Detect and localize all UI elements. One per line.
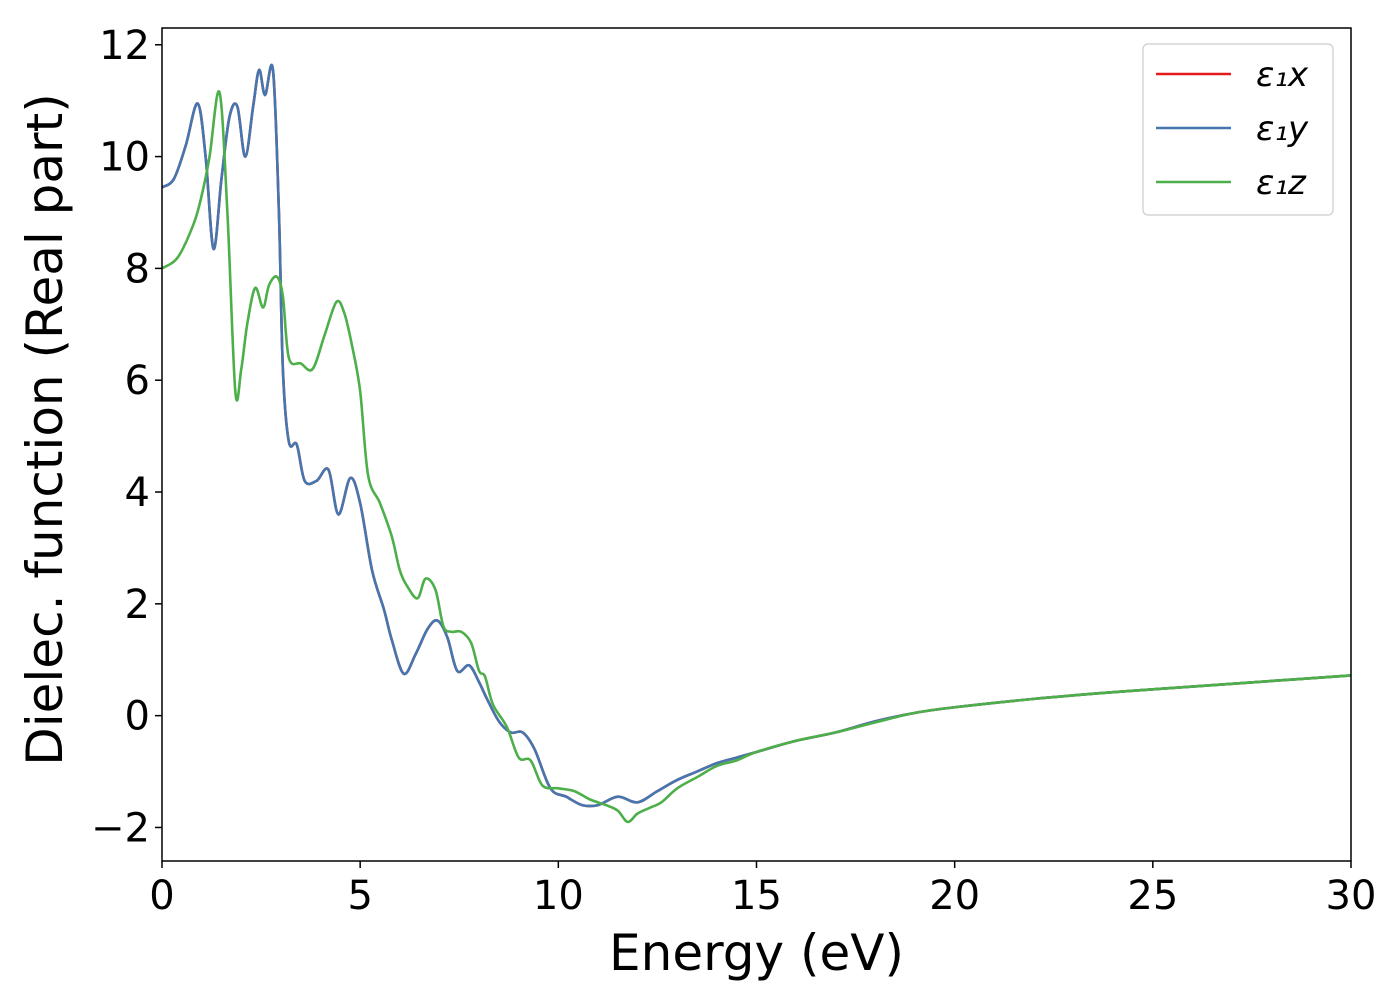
legend-label: ε₁x [1256,55,1309,95]
x-tick-label: 30 [1326,873,1377,919]
x-axis: 0 5 10 15 20 25 30 [149,861,1376,919]
y-tick-label: 0 [125,694,150,740]
y-tick-label: 2 [125,582,150,628]
legend-label: ε₁z [1256,163,1307,203]
x-tick-label: 15 [731,873,782,919]
x-tick-label: 0 [149,873,174,919]
x-tick-label: 25 [1127,873,1178,919]
y-axis-label: Dielec. function (Real part) [16,93,74,765]
y-tick-label: 12 [99,23,150,69]
x-tick-label: 5 [347,873,372,919]
legend-label: ε₁y [1256,109,1309,149]
y-tick-label: 6 [125,358,150,404]
x-tick-label: 20 [929,873,980,919]
x-tick-label: 10 [533,873,584,919]
x-axis-label: Energy (eV) [609,924,904,982]
y-tick-label: 10 [99,135,150,181]
series-line-3 [162,90,1351,824]
y-tick-label: 4 [125,470,150,516]
y-axis: −2 0 2 4 6 8 10 12 [91,23,162,851]
y-tick-label: −2 [91,805,150,851]
series-layer [162,63,1351,824]
legend: ε₁x ε₁y ε₁z [1142,43,1334,216]
y-tick-label: 8 [125,246,150,292]
legend-box [1142,43,1334,216]
